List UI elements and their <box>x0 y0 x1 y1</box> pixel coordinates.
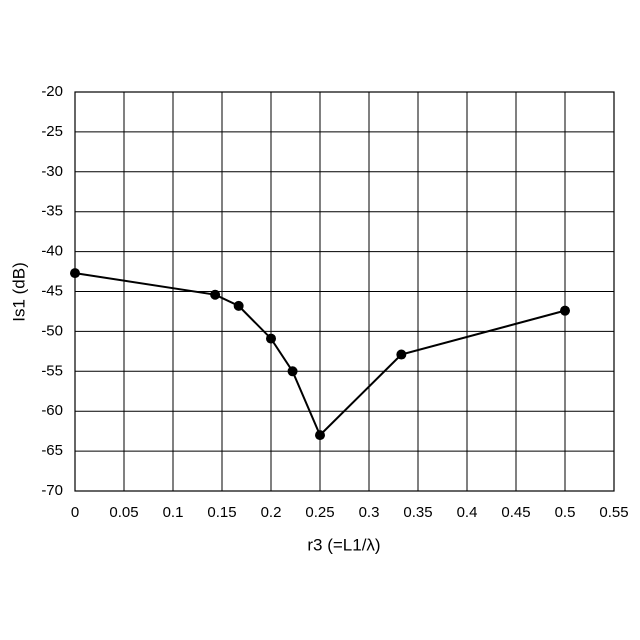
marker <box>234 301 244 311</box>
x-tick-label: 0.15 <box>207 504 236 521</box>
y-tick-label: -60 <box>41 402 63 419</box>
x-axis-title: r3 (=L1/λ) <box>307 535 380 554</box>
x-tick-label: 0.1 <box>163 504 184 521</box>
y-tick-label: -25 <box>41 123 63 140</box>
x-tick-label: 0.45 <box>501 504 530 521</box>
x-tick-label: 0.25 <box>305 504 334 521</box>
y-axis-title: Is1 (dB) <box>9 262 28 322</box>
x-tick-label: 0.5 <box>555 504 576 521</box>
marker <box>70 268 80 278</box>
x-tick-label: 0.55 <box>599 504 628 521</box>
marker <box>288 366 298 376</box>
x-tick-label: 0.4 <box>457 504 478 521</box>
y-tick-label: -30 <box>41 163 63 180</box>
y-tick-label: -35 <box>41 203 63 220</box>
y-tick-label: -70 <box>41 482 63 499</box>
chart: r3 (=L1/λ) Is1 (dB) -70 -65 -60 -55 -50 -45 -4… <box>0 0 640 640</box>
marker <box>315 430 325 440</box>
x-tick-label: 0.35 <box>403 504 432 521</box>
y-tick-label: -50 <box>41 322 63 339</box>
y-tick-label: -45 <box>41 282 63 299</box>
marker <box>266 334 276 344</box>
marker <box>210 290 220 300</box>
y-tick-label: -20 <box>41 83 63 100</box>
x-tick-label: 0.3 <box>359 504 380 521</box>
y-tick-label: -55 <box>41 362 63 379</box>
marker <box>560 306 570 316</box>
marker <box>396 350 406 360</box>
x-tick-label: 0 <box>71 504 79 521</box>
y-tick-label: -40 <box>41 243 63 260</box>
x-tick-label: 0.2 <box>261 504 282 521</box>
y-tick-label: -65 <box>41 442 63 459</box>
x-tick-label: 0.05 <box>109 504 138 521</box>
